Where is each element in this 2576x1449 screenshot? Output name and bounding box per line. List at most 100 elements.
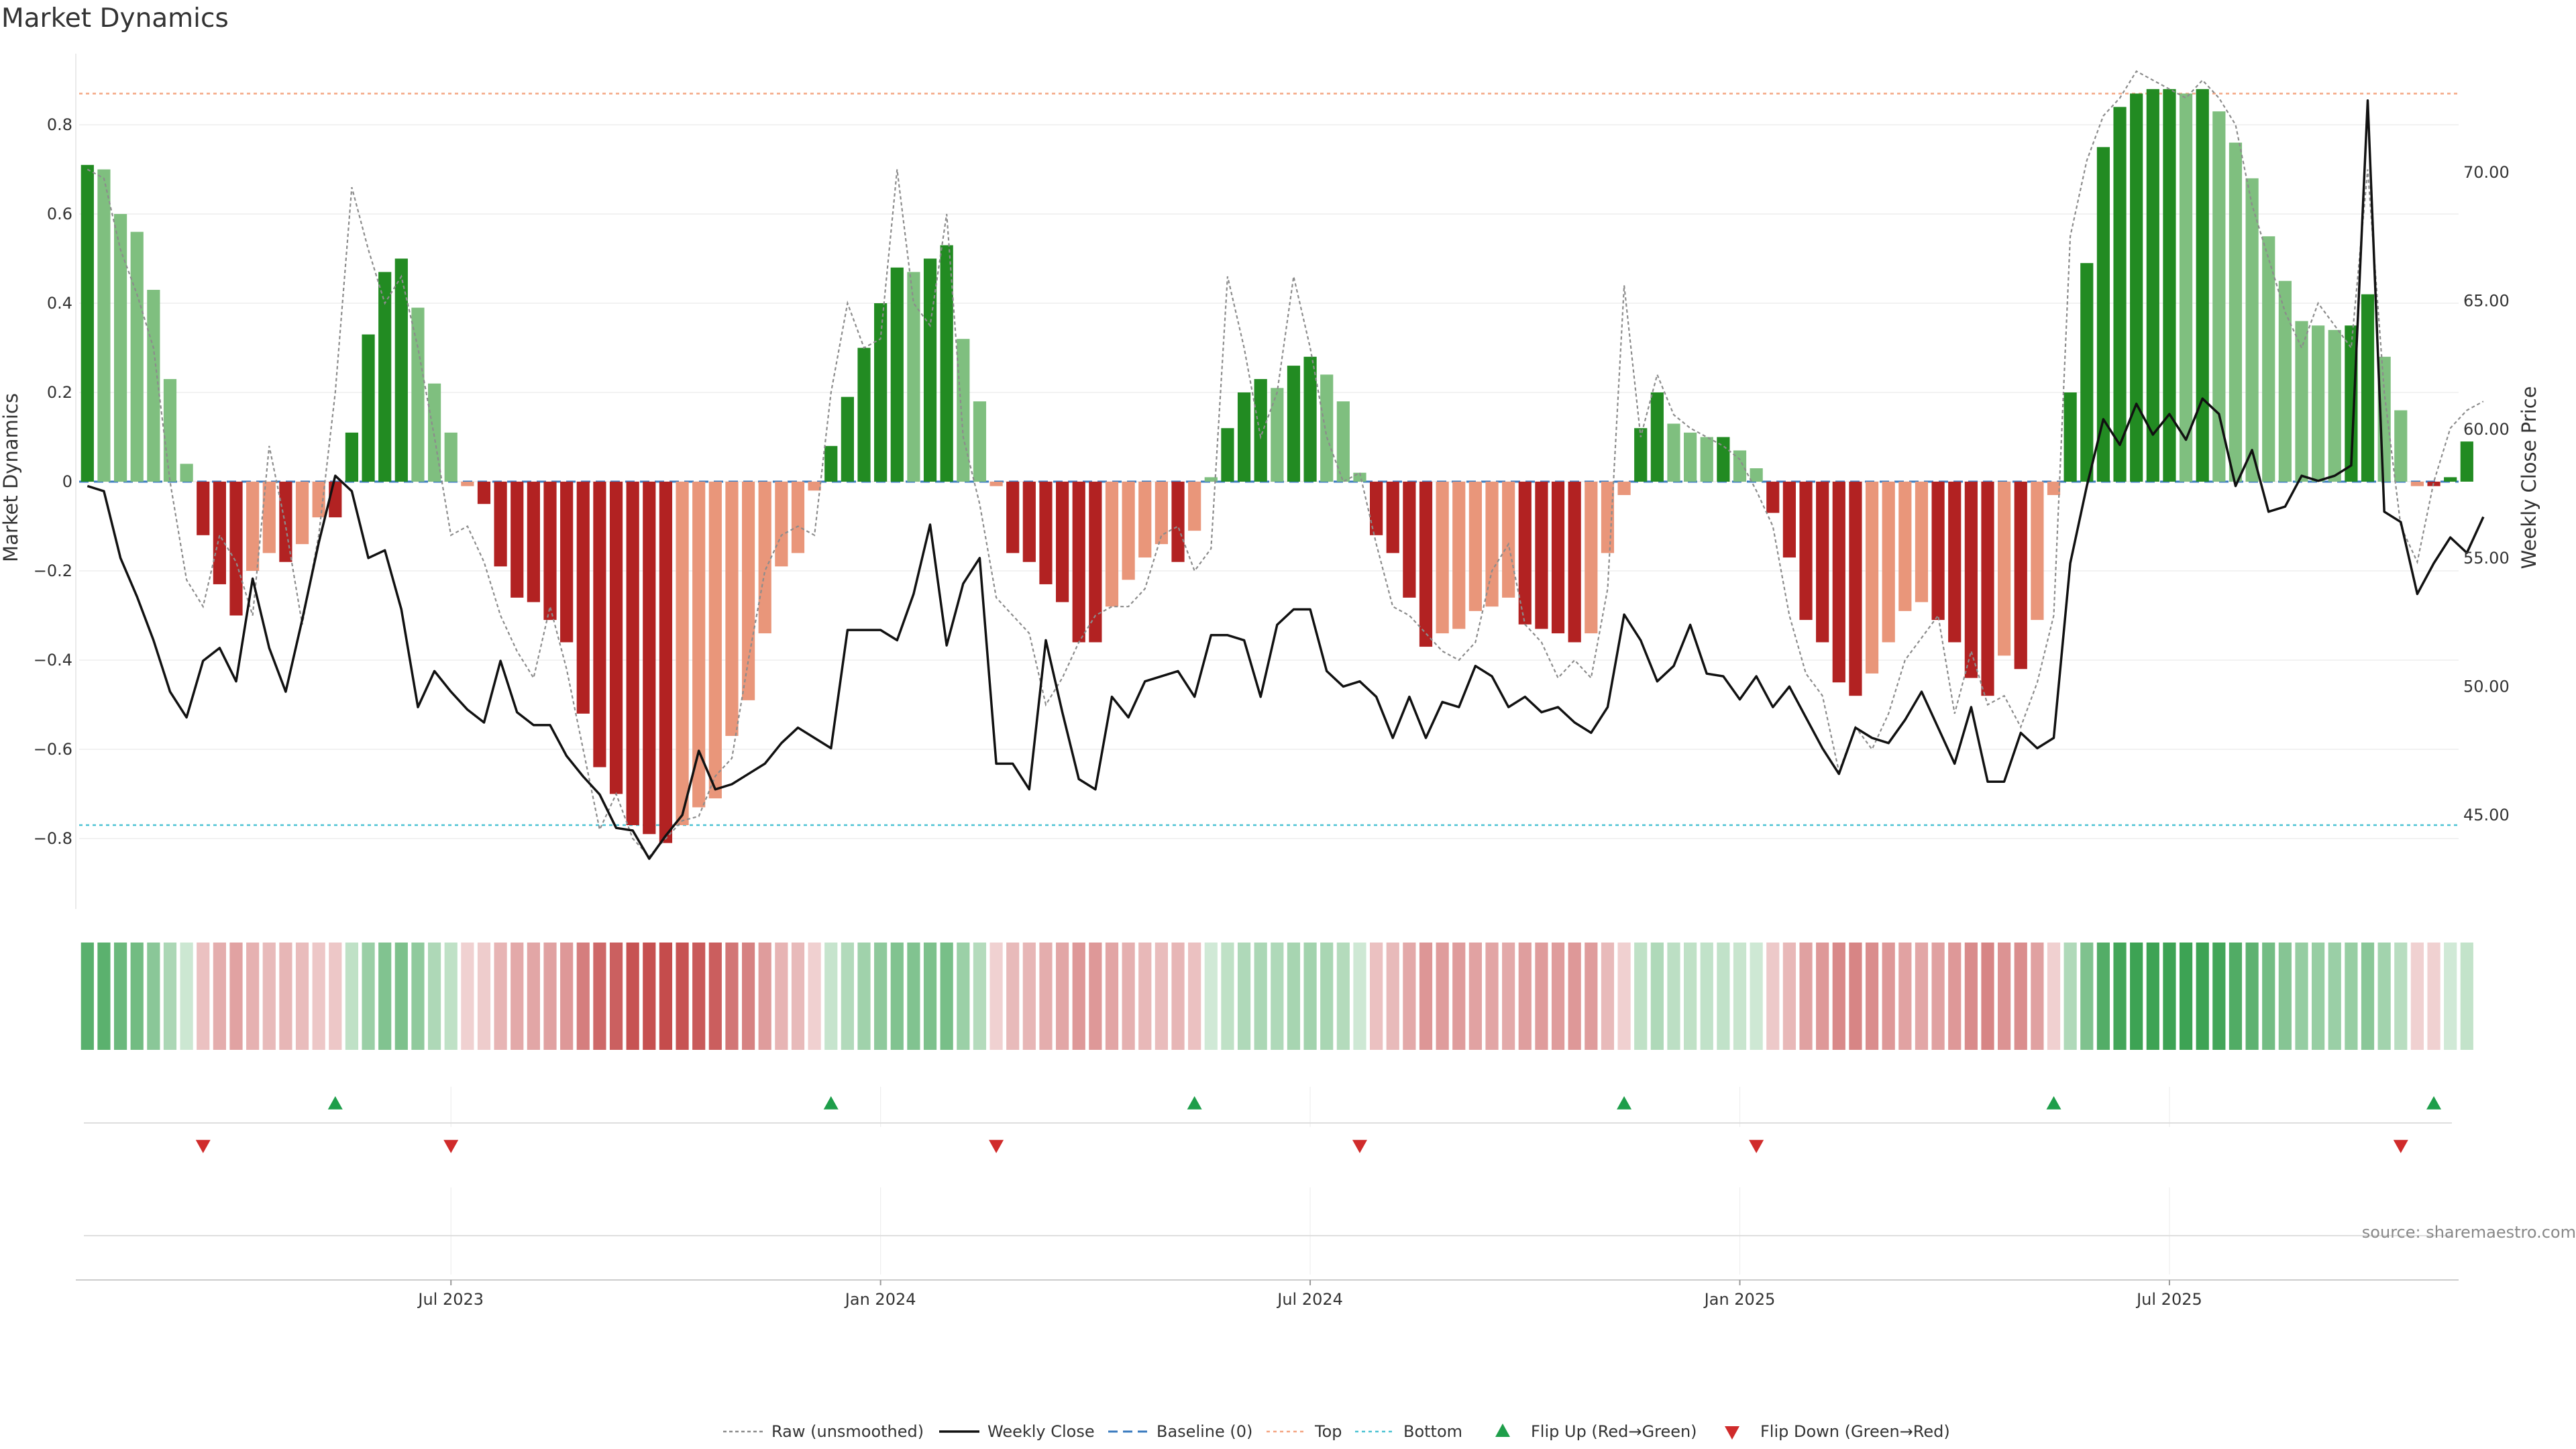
regime-cell xyxy=(1055,943,1069,1050)
dynamics-bar xyxy=(1585,482,1598,634)
regime-cell xyxy=(2179,943,2193,1050)
regime-cell xyxy=(708,943,722,1050)
dynamics-bar xyxy=(1122,482,1135,580)
regime-cell xyxy=(1237,943,1251,1050)
regime-cell xyxy=(213,943,226,1050)
dynamics-bar xyxy=(1386,482,1399,553)
regime-cell xyxy=(262,943,276,1050)
regime-cell xyxy=(1403,943,1416,1050)
dynamics-bar xyxy=(444,432,458,482)
regime-cell xyxy=(1998,943,2011,1050)
dynamics-bar xyxy=(643,482,656,835)
dynamics-bar xyxy=(2295,321,2308,482)
regime-cell xyxy=(560,943,574,1050)
regime-cell xyxy=(378,943,392,1050)
regime-cell xyxy=(444,943,458,1050)
dynamics-bar xyxy=(626,482,639,826)
dynamics-bar xyxy=(279,482,292,562)
dynamics-bar xyxy=(295,482,309,545)
regime-cell xyxy=(312,943,325,1050)
regime-cell xyxy=(857,943,871,1050)
dynamics-bar xyxy=(2444,477,2457,482)
regime-cell xyxy=(1964,943,1978,1050)
dynamics-bar xyxy=(1022,482,1036,562)
dynamics-bar xyxy=(1849,482,1862,696)
regime-cell xyxy=(1915,943,1929,1050)
regime-cell xyxy=(2394,943,2408,1050)
dynamics-bar xyxy=(576,482,590,714)
regime-cell xyxy=(2295,943,2308,1050)
regime-cell xyxy=(1717,943,1730,1050)
dynamics-bar xyxy=(741,482,755,700)
dynamics-bar xyxy=(1782,482,1796,558)
regime-cell xyxy=(2196,943,2209,1050)
legend-item: Flip Down (Green→Red) xyxy=(1725,1422,1950,1441)
dynamics-bar xyxy=(262,482,276,553)
legend-swatch-flip-down xyxy=(1725,1426,1739,1440)
regime-cell xyxy=(1105,943,1119,1050)
regime-cell xyxy=(940,943,953,1050)
regime-cell xyxy=(2245,943,2259,1050)
regime-cell xyxy=(741,943,755,1050)
regime-cell xyxy=(593,943,606,1050)
regime-cell xyxy=(1485,943,1499,1050)
dynamics-bar xyxy=(560,482,574,643)
regime-cell xyxy=(494,943,507,1050)
left-tick-label: 0.2 xyxy=(47,383,72,402)
dynamics-bar xyxy=(593,482,606,767)
dynamics-bar xyxy=(1072,482,1085,643)
regime-cell xyxy=(229,943,243,1050)
axes: 0.8 0.6 0.4 0.2 0 −0.2 −0.4 −0.6 −0.8 70.00 65.00 6… xyxy=(34,54,2510,909)
dynamics-bar xyxy=(676,482,689,826)
dynamics-bar xyxy=(1518,482,1532,625)
regime-cell xyxy=(1436,943,1449,1050)
regime-cell xyxy=(1303,943,1317,1050)
dynamics-bar xyxy=(1287,366,1301,482)
regime-cell xyxy=(1799,943,1813,1050)
dynamics-bar xyxy=(1766,482,1780,513)
regime-cell xyxy=(1931,943,1945,1050)
dynamics-bar xyxy=(1981,482,1994,696)
right-tick-label: 70.00 xyxy=(2463,163,2510,182)
dynamics-bar xyxy=(312,482,325,518)
dynamics-bar xyxy=(923,258,937,482)
raw-series-line xyxy=(87,70,2484,858)
regime-cell xyxy=(1535,943,1548,1050)
left-tick-label: 0.6 xyxy=(47,205,72,223)
regime-cell xyxy=(1518,943,1532,1050)
dynamics-bar xyxy=(973,401,987,482)
dynamics-bar xyxy=(411,307,425,482)
regime-cell xyxy=(1849,943,1862,1050)
dynamics-bar xyxy=(841,396,854,482)
regime-cell xyxy=(1221,943,1234,1050)
regime-cell xyxy=(279,943,292,1050)
regime-cell xyxy=(890,943,904,1050)
right-tick-label: 45.00 xyxy=(2463,806,2510,824)
regime-cell xyxy=(2063,943,2077,1050)
regime-cell xyxy=(1585,943,1598,1050)
dynamics-bar xyxy=(1964,482,1978,678)
regime-cell xyxy=(1155,943,1168,1050)
dynamics-bar xyxy=(692,482,706,808)
dynamics-bar xyxy=(362,334,375,482)
legend-label: Raw (unsmoothed) xyxy=(771,1422,924,1441)
regime-cell xyxy=(2014,943,2027,1050)
regime-cell xyxy=(692,943,706,1050)
dynamics-bar xyxy=(989,482,1003,486)
regime-cell xyxy=(2444,943,2457,1050)
regime-cell xyxy=(1452,943,1466,1050)
flip-up-marker xyxy=(1187,1096,1202,1110)
dynamics-bar xyxy=(1733,450,1747,482)
dynamics-bar xyxy=(890,267,904,482)
regime-cell xyxy=(1386,943,1399,1050)
regime-cell xyxy=(1370,943,1383,1050)
dynamics-bar xyxy=(1601,482,1615,553)
x-tick-label: Jan 2025 xyxy=(1703,1290,1776,1309)
regime-cell xyxy=(2096,943,2110,1050)
dynamics-bars xyxy=(80,89,2473,843)
dynamics-bar xyxy=(1617,482,1631,495)
regime-cell xyxy=(907,943,920,1050)
dynamics-bar xyxy=(1155,482,1168,545)
legend-label: Flip Up (Red→Green) xyxy=(1531,1422,1697,1441)
dynamics-bar xyxy=(1684,432,1697,482)
